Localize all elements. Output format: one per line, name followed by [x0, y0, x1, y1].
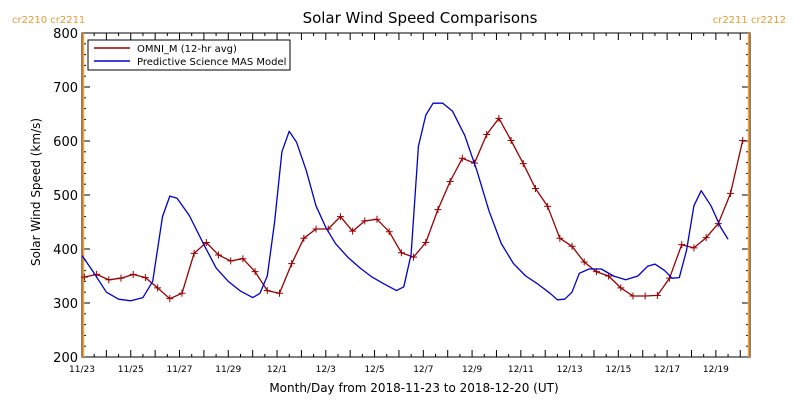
- data-point-omni: [251, 268, 259, 276]
- x-tick-label: 12/19: [703, 365, 729, 375]
- data-point-omni: [190, 249, 198, 257]
- y-axis-label: Solar Wind Speed (km/s): [29, 118, 43, 266]
- x-tick-label: 12/7: [413, 365, 433, 375]
- data-point-omni: [678, 241, 686, 249]
- data-point-omni: [458, 154, 466, 162]
- chart-title: Solar Wind Speed Comparisons: [303, 9, 538, 27]
- y-tick-label: 400: [53, 243, 78, 258]
- data-point-omni: [300, 234, 308, 242]
- data-point-omni: [483, 131, 491, 139]
- y-tick-label: 600: [53, 135, 78, 150]
- series-line-mas-model: [81, 102, 729, 302]
- data-point-omni: [263, 287, 271, 295]
- plot-area: 200 300 400 500 600 700 800 11/23 11/25 11/27 11/2…: [12, 15, 786, 375]
- data-point-omni: [312, 225, 320, 233]
- data-point-omni: [726, 189, 734, 197]
- data-point-omni: [702, 234, 710, 242]
- data-point-omni: [215, 251, 223, 259]
- y-tick-label: 200: [53, 351, 78, 366]
- x-tick-label: 12/11: [508, 365, 534, 375]
- data-point-omni: [178, 289, 186, 297]
- data-point-omni: [556, 234, 564, 242]
- data-point-omni: [227, 257, 235, 265]
- legend-label-omni: OMNI_M (12-hr avg): [137, 44, 237, 55]
- data-point-omni: [568, 242, 576, 250]
- data-point-omni: [519, 160, 527, 168]
- legend: OMNI_M (12-hr avg) Predictive Science MA…: [87, 39, 291, 71]
- data-point-omni: [641, 292, 649, 300]
- data-point-omni: [617, 284, 625, 292]
- x-tick-label: 12/3: [316, 365, 336, 375]
- x-tick-label: 11/27: [167, 365, 193, 375]
- x-tick-label: 12/9: [462, 365, 482, 375]
- y-tick-label: 300: [53, 297, 78, 312]
- x-tick-label: 12/5: [364, 365, 384, 375]
- data-point-omni: [410, 253, 418, 261]
- data-point-omni: [434, 206, 442, 214]
- data-point-omni: [373, 215, 381, 223]
- y-tick-label: 700: [53, 81, 78, 96]
- legend-box: [87, 39, 291, 71]
- rotation-label: cr2210 cr2211: [12, 15, 85, 26]
- legend-label-mas: Predictive Science MAS Model: [137, 57, 286, 68]
- data-point-omni: [422, 239, 430, 247]
- data-point-omni: [653, 291, 661, 299]
- x-tick-label: 11/23: [69, 365, 95, 375]
- data-point-omni: [349, 227, 357, 235]
- data-point-omni: [166, 295, 174, 303]
- data-point-omni: [507, 136, 515, 144]
- data-point-omni: [690, 244, 698, 252]
- x-tick-label: 11/29: [215, 365, 241, 375]
- x-tick-label: 12/15: [605, 365, 631, 375]
- data-point-omni: [129, 270, 137, 278]
- data-point-omni: [202, 239, 210, 247]
- y-tick-label: 500: [53, 189, 78, 204]
- data-point-omni: [117, 274, 125, 282]
- data-point-omni: [397, 249, 405, 257]
- data-point-omni: [495, 114, 503, 122]
- data-point-omni: [531, 185, 539, 193]
- data-point-omni: [361, 217, 369, 225]
- data-point-omni: [544, 202, 552, 210]
- data-point-omni: [239, 255, 247, 263]
- data-point-omni: [446, 178, 454, 185]
- x-tick-label: 11/25: [118, 365, 144, 375]
- data-point-omni: [336, 213, 344, 221]
- data-point-omni: [80, 273, 88, 281]
- data-point-omni: [580, 258, 588, 266]
- x-tick-label: 12/13: [557, 365, 583, 375]
- data-point-omni: [154, 284, 162, 292]
- x-tick-label: 12/1: [267, 365, 287, 375]
- x-axis-label: Month/Day from 2018-11-23 to 2018-12-20 …: [269, 381, 558, 395]
- data-point-omni: [629, 292, 637, 300]
- data-point-omni: [275, 289, 283, 297]
- data-point-omni: [141, 274, 149, 282]
- data-point-omni: [105, 276, 113, 284]
- x-tick-label: 12/17: [654, 365, 680, 375]
- rotation-label: cr2211 cr2212: [713, 15, 786, 26]
- data-point-omni: [739, 136, 747, 144]
- y-tick-label: 800: [53, 27, 78, 42]
- data-point-omni: [385, 228, 393, 236]
- data-point-omni: [288, 260, 296, 268]
